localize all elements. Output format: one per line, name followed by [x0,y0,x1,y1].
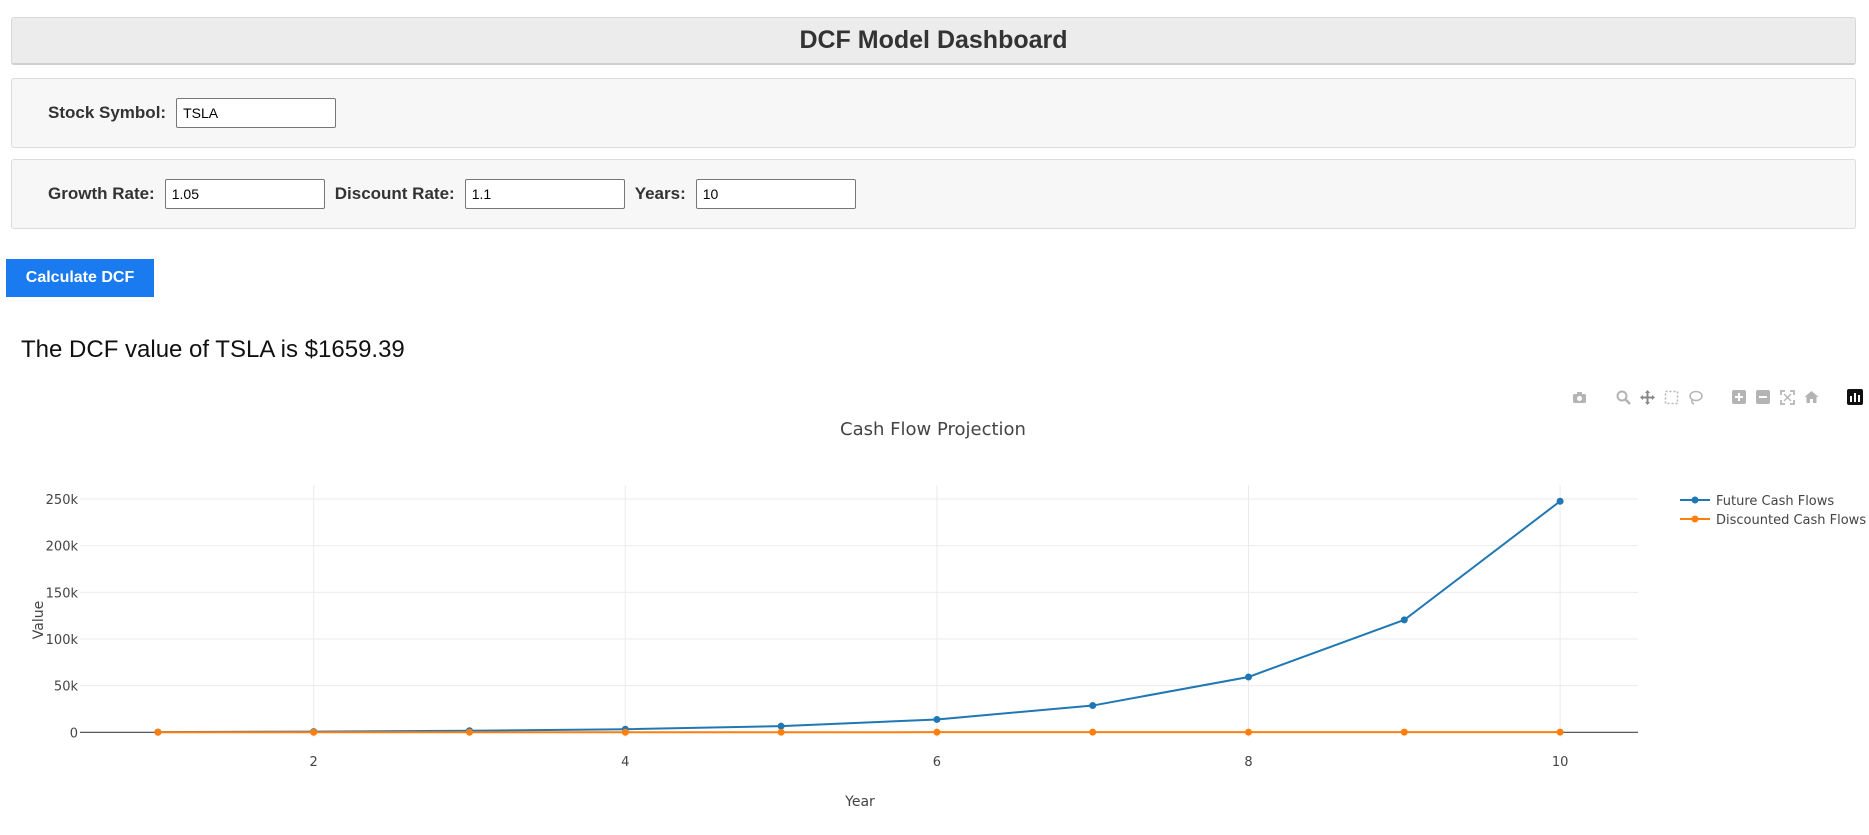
page-title: DCF Model Dashboard [799,26,1067,55]
dashboard-header: DCF Model Dashboard [11,17,1856,65]
y-tick-label: 100k [46,633,79,648]
data-point[interactable] [778,729,785,736]
zoom-icon[interactable] [1615,389,1631,405]
legend-item[interactable]: Future Cash Flows [1680,494,1834,509]
chart-legend: Future Cash Flows Discounted Cash Flows [1680,494,1866,528]
y-tick-label: 0 [70,726,78,741]
years-label: Years: [635,184,686,204]
chart-axes: 2 4 6 8 10 0 50k 100k 150k 200k 250k [46,493,1569,770]
lasso-select-icon[interactable] [1687,389,1703,405]
x-tick-label: 8 [1244,755,1252,770]
discount-rate-input[interactable] [465,179,625,209]
discount-rate-label: Discount Rate: [335,184,455,204]
legend-label: Future Cash Flows [1716,494,1834,509]
y-tick-label: 50k [54,680,79,695]
data-point[interactable] [1401,729,1408,736]
stock-symbol-input[interactable] [176,98,336,128]
dcf-result-text: The DCF value of TSLA is $1659.39 [21,336,405,364]
data-point[interactable] [933,716,940,723]
autoscale-icon[interactable] [1779,389,1795,405]
legend-item[interactable]: Discounted Cash Flows [1680,513,1866,528]
data-point[interactable] [1401,616,1408,623]
y-axis-title: Value [31,601,47,639]
years-input[interactable] [696,179,856,209]
data-point[interactable] [1557,729,1564,736]
y-tick-label: 250k [46,493,79,508]
y-tick-label: 150k [46,586,79,601]
x-tick-label: 4 [621,755,629,770]
data-point[interactable] [1245,729,1252,736]
x-axis-title: Year [844,794,875,810]
legend-marker [1692,497,1699,504]
stock-symbol-label: Stock Symbol: [48,103,166,123]
x-tick-label: 6 [933,755,941,770]
chart-grid [80,485,1638,737]
reset-axes-icon[interactable] [1803,389,1819,405]
box-select-icon[interactable] [1663,389,1679,405]
calculate-dcf-button[interactable]: Calculate DCF [6,259,154,297]
params-panel: Growth Rate: Discount Rate: Years: [11,159,1856,229]
x-tick-label: 2 [310,755,318,770]
data-point[interactable] [466,729,473,736]
data-point[interactable] [622,729,629,736]
data-point[interactable] [1557,498,1564,505]
series-line [158,501,1560,732]
x-tick-label: 10 [1552,755,1569,770]
data-point[interactable] [154,729,161,736]
pan-icon[interactable] [1639,389,1655,405]
data-point[interactable] [1245,673,1252,680]
series-1 [154,498,1563,736]
chart-modebar [1571,389,1863,405]
zoom-out-icon[interactable] [1755,389,1771,405]
data-point[interactable] [1089,702,1096,709]
chart-title: Cash Flow Projection [840,419,1026,440]
plotly-logo-icon[interactable] [1847,389,1863,405]
symbol-panel: Stock Symbol: [11,78,1856,148]
data-point[interactable] [1089,729,1096,736]
legend-marker [1692,516,1699,523]
series-2 [154,729,1563,736]
camera-icon[interactable] [1571,389,1587,405]
growth-rate-input[interactable] [165,179,325,209]
growth-rate-label: Growth Rate: [48,184,155,204]
data-point[interactable] [778,723,785,730]
data-point[interactable] [310,729,317,736]
zoom-in-icon[interactable] [1731,389,1747,405]
y-tick-label: 200k [46,540,79,555]
legend-label: Discounted Cash Flows [1716,513,1866,528]
data-point[interactable] [933,729,940,736]
chart-series [154,498,1563,736]
